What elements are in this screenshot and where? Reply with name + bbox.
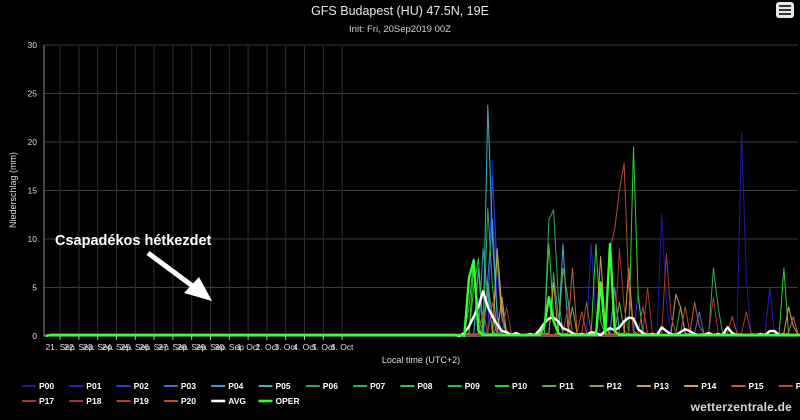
series-line-p09 (46, 257, 800, 335)
x-tick-label: 26. Sep (139, 342, 169, 352)
y-tick-label: 15 (28, 186, 38, 196)
x-axis-label: Local time (UTC+2) (382, 355, 460, 365)
legend-label: P07 (370, 381, 385, 391)
series-layer (45, 104, 800, 338)
legend-item-avg[interactable]: AVG (211, 396, 246, 406)
grid-lines (44, 44, 798, 336)
legend-label: P18 (86, 396, 101, 406)
legend-item-p10[interactable]: P10 (495, 381, 527, 391)
y-tick-label: 20 (28, 137, 38, 147)
legend-item-p15[interactable]: P15 (731, 381, 764, 391)
y-axis-label: Niederschlag (mm) (8, 152, 18, 228)
series-line-p15 (46, 267, 800, 335)
x-tick-label: 29. Sep (196, 342, 226, 352)
legend-item-p02[interactable]: P02 (116, 381, 149, 391)
legend-item-p09[interactable]: P09 (447, 381, 480, 391)
legend-item-p04[interactable]: P04 (211, 381, 244, 391)
x-tick-label: 30. Sep (215, 342, 245, 352)
legend-item-p11[interactable]: P11 (542, 381, 574, 391)
legend-label: P20 (181, 396, 196, 406)
series-line-oper (45, 242, 800, 338)
legend-item-p03[interactable]: P03 (163, 381, 196, 391)
chart-title: GFS Budapest (HU) 47.5N, 19E (311, 4, 489, 18)
x-tick-label: 1. Oct (237, 342, 260, 352)
legend-item-p13[interactable]: P13 (636, 381, 669, 391)
y-tick-label: 10 (28, 234, 38, 244)
legend-label: OPER (276, 396, 300, 406)
x-tick-label: 27. Sep (158, 342, 188, 352)
legend-item-p07[interactable]: P07 (353, 381, 385, 391)
legend-label: P11 (559, 381, 574, 391)
legend-label: P13 (654, 381, 669, 391)
series-line-p12 (46, 253, 800, 335)
legend-label: P06 (323, 381, 338, 391)
legend-item-p06[interactable]: P06 (305, 381, 338, 391)
legend-item-p12[interactable]: P12 (589, 381, 622, 391)
series-line-p04 (46, 287, 800, 335)
x-tick-label: 23. Sep (83, 342, 113, 352)
hamburger-menu-icon[interactable] (776, 2, 794, 18)
x-tick-label: 21. Sep (45, 342, 75, 352)
legend-label: P12 (607, 381, 622, 391)
y-tick-label: 25 (28, 89, 38, 99)
legend-label: P04 (228, 381, 243, 391)
x-tick-label: 22. Sep (64, 342, 94, 352)
annotation-arrow (146, 250, 212, 301)
annotation-text: Csapadékos hétkezdet (55, 233, 212, 249)
series-line-p02 (46, 175, 800, 335)
legend-item-p17[interactable]: P17 (22, 396, 54, 406)
x-tick-label: 6. Oct (331, 342, 354, 352)
legend-item-p18[interactable]: P18 (69, 396, 102, 406)
series-line-p19 (46, 243, 800, 335)
legend-item-p00[interactable]: P00 (22, 381, 54, 391)
legend-item-p19[interactable]: P19 (116, 396, 149, 406)
legend-label: P10 (512, 381, 527, 391)
x-tick-label: 24. Sep (102, 342, 132, 352)
series-line-p14 (46, 267, 800, 335)
x-tick-label: 25. Sep (121, 342, 151, 352)
legend: P00 P01 P02 P03 P04 P05 P06 P07 P08 P09 P10 P11 P12 P… (22, 381, 800, 406)
y-tick-label: 30 (28, 40, 38, 50)
legend-label: P02 (134, 381, 149, 391)
legend-label: P08 (417, 381, 432, 391)
x-tick-label: 5. Oct (312, 342, 335, 352)
legend-label: P15 (749, 381, 764, 391)
x-tick-label: 2. Oct (256, 342, 279, 352)
series-line-p11 (46, 267, 800, 335)
x-tick-label: 28. Sep (177, 342, 207, 352)
legend-label: AVG (228, 396, 246, 406)
legend-label: P05 (276, 381, 291, 391)
y-tick-label: 5 (32, 283, 37, 293)
series-line-p18 (46, 287, 800, 335)
legend-item-p16[interactable]: P16 (778, 381, 800, 391)
y-tick-label: 0 (32, 331, 37, 341)
legend-item-p08[interactable]: P08 (400, 381, 433, 391)
legend-label: P03 (181, 381, 196, 391)
attribution-text[interactable]: wetterzentrale.de (690, 400, 792, 414)
legend-label: P19 (134, 396, 149, 406)
legend-item-p20[interactable]: P20 (163, 396, 196, 406)
series-line-p01 (46, 243, 800, 335)
legend-item-p01[interactable]: P01 (69, 381, 102, 391)
legend-item-p14[interactable]: P14 (684, 381, 717, 391)
series-line-p08 (46, 243, 800, 335)
legend-label: P16 (796, 381, 800, 391)
chart-subtitle: Init: Fri, 20Sep2019 00Z (349, 24, 451, 35)
x-tick-label: 3. Oct (274, 342, 297, 352)
legend-item-oper[interactable]: OPER (258, 396, 300, 406)
legend-label: P01 (86, 381, 101, 391)
x-tick-label: 4. Oct (293, 342, 316, 352)
legend-label: P14 (701, 381, 716, 391)
legend-label: P09 (465, 381, 480, 391)
legend-item-p05[interactable]: P05 (258, 381, 291, 391)
series-line-p05 (46, 104, 800, 335)
legend-label: P00 (39, 381, 54, 391)
legend-label: P17 (39, 396, 54, 406)
